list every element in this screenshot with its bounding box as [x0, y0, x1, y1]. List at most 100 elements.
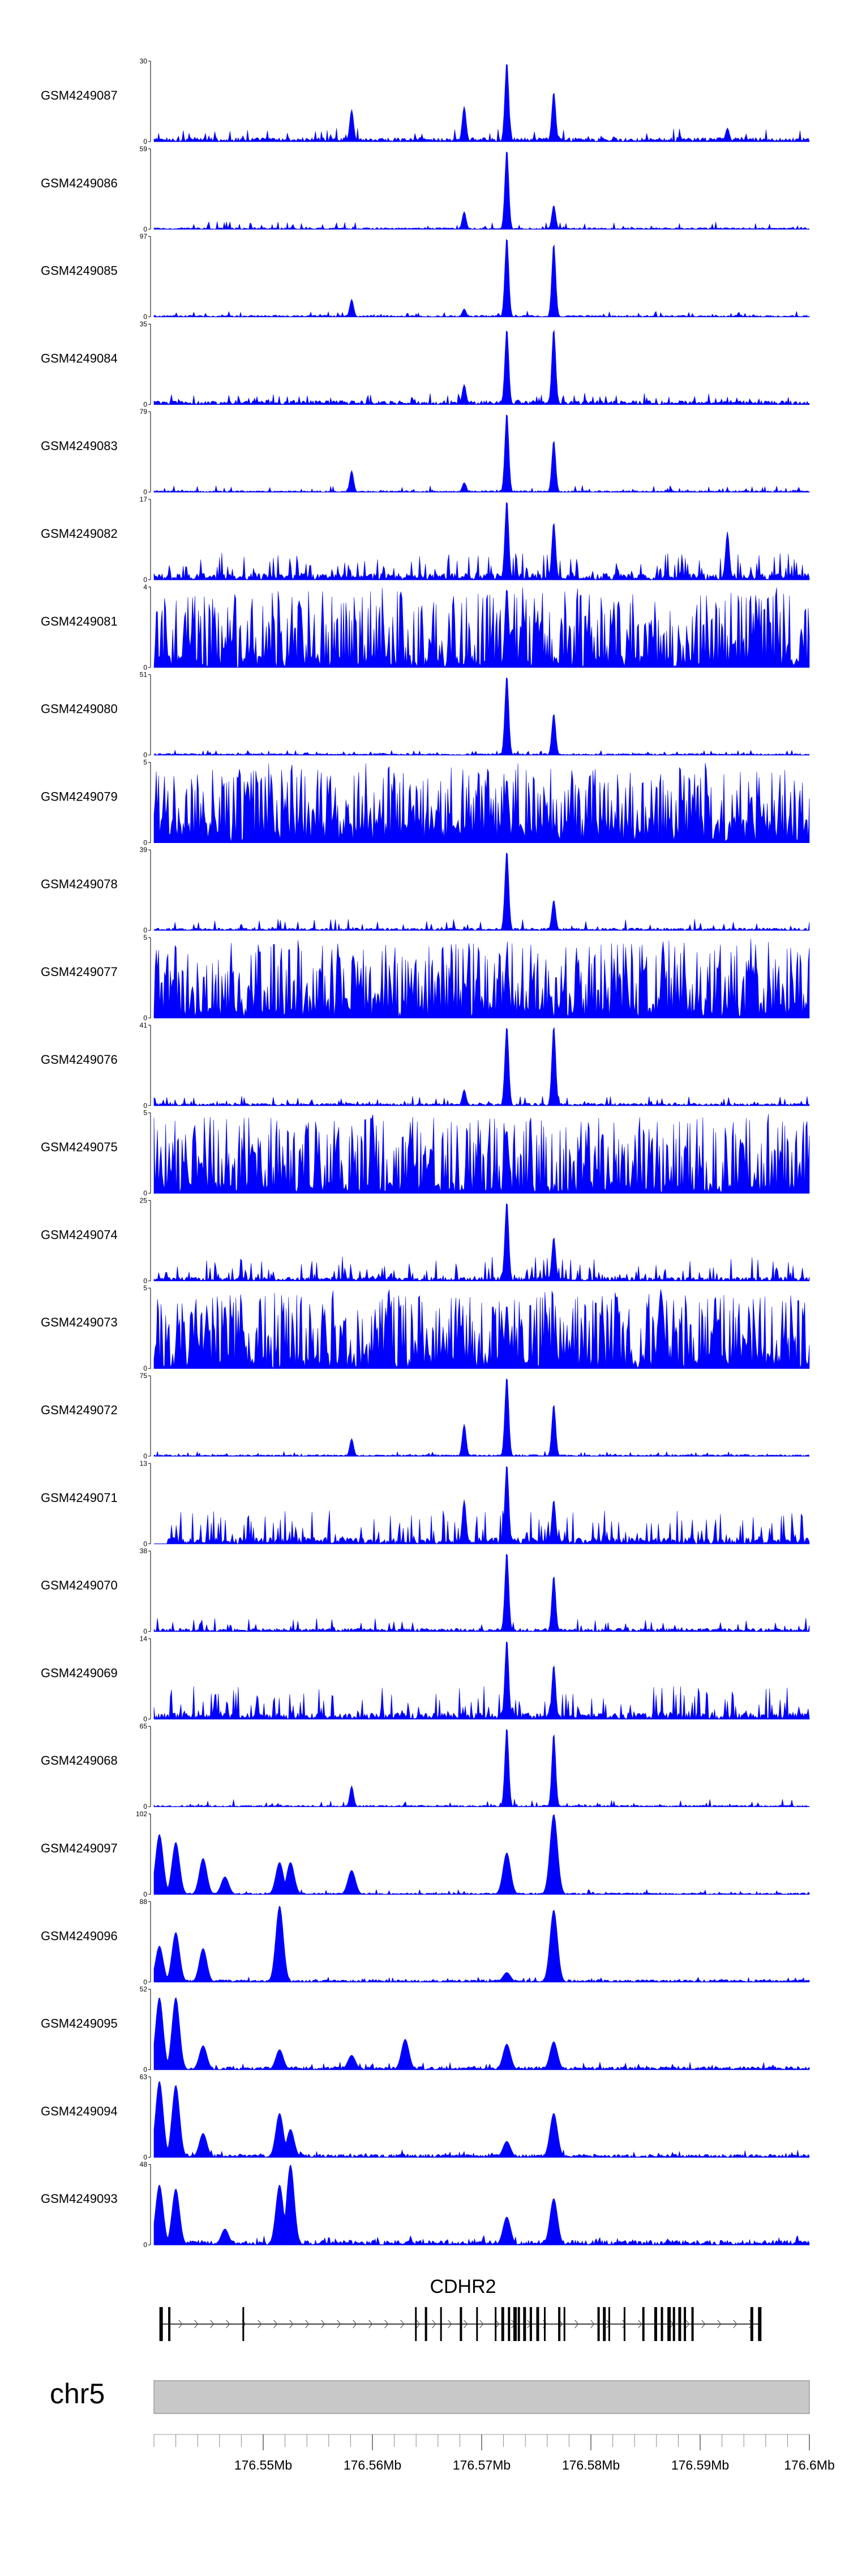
strand-arrow: [400, 2320, 405, 2329]
track-label: GSM4249073: [41, 1315, 118, 1329]
track-label: GSM4249097: [41, 1841, 118, 1855]
strand-arrow: [321, 2320, 325, 2329]
y-max-label: 13: [140, 1460, 148, 1467]
track-label: GSM4249078: [41, 877, 118, 891]
strand-arrow: [273, 2320, 278, 2329]
y-min-label: 0: [143, 1014, 147, 1022]
gene-exon: [758, 2307, 762, 2341]
y-max-label: 30: [140, 57, 148, 65]
y-min-label: 0: [143, 2153, 147, 2161]
y-min-label: 0: [143, 1803, 147, 1811]
gene-exon: [558, 2307, 561, 2341]
coverage-area: [153, 151, 810, 230]
gene-exon: [440, 2307, 442, 2341]
coverage-area: [153, 1289, 810, 1369]
track-label: GSM4249072: [41, 1403, 118, 1417]
strand-arrow: [416, 2320, 421, 2329]
gene-exon: [750, 2307, 753, 2341]
y-max-label: 52: [140, 1986, 148, 1993]
y-min-label: 0: [143, 1189, 147, 1197]
y-min-label: 0: [143, 664, 147, 671]
gene-exon: [424, 2307, 427, 2341]
y-min-label: 0: [143, 1102, 147, 1110]
axis-tick-label: 176.59Mb: [671, 2458, 729, 2472]
coverage-area: [153, 853, 810, 931]
coverage-area: [153, 587, 810, 668]
y-min-label: 0: [143, 138, 147, 146]
gene-exon: [667, 2307, 671, 2341]
y-min-label: 0: [143, 838, 147, 846]
y-max-label: 5: [143, 758, 147, 766]
coverage-track: GSM4249074 25 0: [41, 1196, 810, 1285]
gene-exon: [623, 2307, 625, 2341]
y-max-label: 25: [140, 1196, 148, 1204]
y-max-label: 102: [136, 1810, 147, 1818]
strand-arrow: [590, 2320, 595, 2329]
coverage-area: [153, 677, 810, 756]
strand-arrow: [733, 2320, 737, 2329]
coverage-track: GSM4249094 63 0: [41, 2073, 810, 2161]
strand-arrow: [432, 2320, 436, 2329]
y-min-label: 0: [143, 1364, 147, 1372]
coverage-track: GSM4249075 5 0: [41, 1109, 810, 1197]
coverage-track: GSM4249097 102 0: [41, 1810, 810, 1898]
strand-arrow: [464, 2320, 468, 2329]
gene-exon: [460, 2307, 462, 2341]
strand-arrow: [495, 2320, 500, 2329]
y-max-label: 79: [140, 408, 148, 416]
coverage-track: GSM4249085 97 0: [41, 233, 810, 321]
track-label: GSM4249069: [41, 1666, 118, 1680]
track-label: GSM4249085: [41, 264, 118, 278]
coverage-track: GSM4249082 17 0: [41, 495, 810, 584]
chromosome-ideogram: chr5: [50, 2378, 810, 2414]
y-min-label: 0: [143, 1540, 147, 1548]
coverage-area: [153, 763, 810, 843]
coverage-track: GSM4249072 75 0: [41, 1372, 810, 1460]
track-label: GSM4249068: [41, 1753, 118, 1768]
track-label: GSM4249083: [41, 439, 118, 453]
coverage-track: GSM4249093 48 0: [41, 2160, 810, 2249]
gene-exon: [168, 2307, 171, 2341]
coverage-area: [153, 1641, 810, 1720]
gene-exon: [415, 2307, 417, 2341]
coverage-area: [153, 1114, 810, 1194]
y-max-label: 5: [143, 1284, 147, 1292]
coverage-tracks: GSM4249087300GSM4249086590GSM4249085970G…: [41, 57, 810, 2249]
track-label: GSM4249074: [41, 1227, 118, 1242]
gene-exon: [661, 2307, 663, 2341]
coverage-track: GSM4249079 5 0: [41, 758, 810, 846]
track-label: GSM4249077: [41, 965, 118, 979]
coverage-area: [153, 414, 810, 493]
y-max-label: 39: [140, 846, 148, 854]
y-min-label: 0: [143, 400, 147, 408]
gene-exon: [508, 2307, 511, 2341]
y-min-label: 0: [143, 1978, 147, 1986]
strand-arrow: [368, 2320, 373, 2329]
track-label: GSM4249087: [41, 88, 118, 102]
coverage-area: [153, 1027, 810, 1106]
y-min-label: 0: [143, 1890, 147, 1898]
coverage-track: GSM4249078 39 0: [41, 846, 810, 934]
strand-arrow: [685, 2320, 690, 2329]
y-max-label: 75: [140, 1372, 148, 1380]
strand-arrow: [178, 2320, 183, 2329]
coverage-area: [153, 1203, 810, 1282]
gene-exon: [495, 2307, 497, 2341]
coverage-track: GSM4249086 59 0: [41, 145, 810, 233]
coverage-area: [153, 1814, 810, 1895]
coverage-track: GSM4249068 65 0: [41, 1722, 810, 1811]
axis-tick-label: 176.55Mb: [234, 2458, 292, 2472]
y-max-label: 14: [140, 1634, 148, 1642]
coverage-area: [153, 63, 810, 142]
gene-exon: [529, 2307, 532, 2341]
axis-tick-label: 176.57Mb: [453, 2458, 511, 2472]
gene-exon: [597, 2307, 600, 2341]
gene-exon: [563, 2307, 565, 2341]
gene-exon: [159, 2307, 163, 2341]
strand-arrow: [574, 2320, 579, 2329]
gene-model: CDHR2: [159, 2276, 762, 2341]
track-label: GSM4249081: [41, 614, 118, 628]
gene-exon: [678, 2307, 681, 2341]
coverage-track: GSM4249076 41 0: [41, 1021, 810, 1110]
